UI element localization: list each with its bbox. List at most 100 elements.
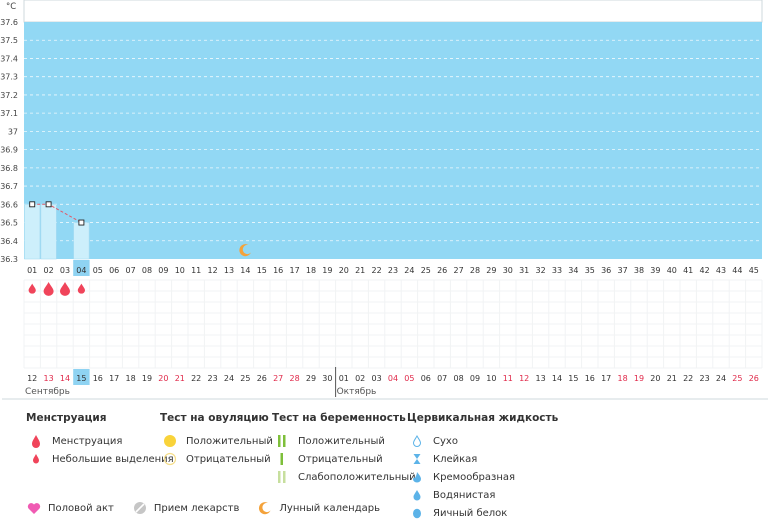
cycle-day-label: 39 (650, 266, 660, 275)
y-tick-label: 36.9 (0, 146, 18, 155)
cycle-day-label: 05 (93, 266, 103, 275)
legend-item-lunar: Лунный календарь (257, 500, 380, 516)
date-label: 28 (290, 374, 300, 383)
cycle-day-label: 45 (749, 266, 759, 275)
date-label: 30 (322, 374, 332, 383)
temperature-bar (73, 222, 90, 260)
menstruation-drop-icon (28, 283, 36, 294)
moon-icon (239, 244, 251, 257)
y-tick-label: 36.8 (0, 164, 18, 173)
cycle-day-label: 30 (503, 266, 513, 275)
date-label: 03 (372, 374, 382, 383)
date-label: 25 (732, 374, 742, 383)
date-label: 23 (700, 374, 710, 383)
cycle-day-label: 13 (224, 266, 234, 275)
y-tick-label: 37 (8, 127, 18, 136)
y-tick-label: 36.5 (0, 219, 18, 228)
cycle-day-label: 10 (175, 266, 185, 275)
cycle-day-label: 14 (240, 266, 250, 275)
legend-title: Цервикальная жидкость (407, 412, 559, 424)
cycle-day-label: 04 (76, 266, 86, 275)
cycle-day-label: 34 (568, 266, 578, 275)
date-label: 15 (76, 374, 86, 383)
cycle-day-label: 29 (486, 266, 496, 275)
date-label: 22 (191, 374, 201, 383)
legend-item-egg-white: Яичный белок (407, 504, 558, 522)
date-label: 18 (126, 374, 136, 383)
date-label: 02 (355, 374, 365, 383)
date-label: 10 (486, 374, 496, 383)
date-label: 04 (388, 374, 398, 383)
y-tick-label: 36.7 (0, 182, 18, 191)
cycle-day-label: 08 (142, 266, 152, 275)
cycle-day-label: 06 (109, 266, 119, 275)
date-label: 19 (634, 374, 644, 383)
date-label: 24 (716, 374, 726, 383)
y-tick-label: 36.6 (0, 200, 18, 209)
cycle-day-label: 44 (732, 266, 742, 275)
y-tick-label: 37.4 (0, 54, 18, 63)
legend-item-pregnancy-positive: Положительный (272, 432, 416, 450)
date-label: 07 (437, 374, 447, 383)
legend-item-sticky: Клейкая (407, 450, 558, 468)
temperature-point (29, 201, 36, 208)
date-label: 06 (421, 374, 431, 383)
date-label: 19 (142, 374, 152, 383)
pill-icon (132, 500, 148, 516)
legend-label: Сухо (433, 435, 458, 447)
bbt-chart: 37.6 37.5 37.4 37.3 37.2 37.1 37 36.9 36.8 36.7 36… (0, 0, 768, 400)
cycle-day-label: 20 (339, 266, 349, 275)
temperature-bar (40, 204, 57, 260)
hourglass-drop-icon (407, 453, 427, 465)
cycle-day-label: 11 (191, 266, 201, 275)
cycle-day-label: 16 (273, 266, 283, 275)
date-label: 16 (93, 374, 103, 383)
cycle-day-label: 27 (454, 266, 464, 275)
cycle-day-label: 36 (601, 266, 611, 275)
date-label: 21 (175, 374, 185, 383)
legend-label: Прием лекарств (153, 502, 240, 514)
single-line-icon (272, 453, 292, 465)
cycle-day-label: 21 (355, 266, 365, 275)
empty-circle-icon (160, 452, 180, 466)
cycle-day-label: 24 (404, 266, 414, 275)
legend-label: Водянистая (433, 489, 496, 501)
date-label: 13 (536, 374, 546, 383)
cycle-day-label: 03 (60, 266, 70, 275)
legend-item-spotting: Небольшие выделения (26, 450, 174, 468)
menstruation-drop-icon (43, 282, 54, 296)
legend-label: Половой акт (48, 502, 114, 514)
faint-double-line-icon (272, 471, 292, 483)
y-tick-label: 37.6 (0, 18, 18, 27)
legend-item-creamy: Кремообразная (407, 468, 558, 486)
legend-pregnancy-test: Тест на беременность Положительный Отриц… (272, 412, 416, 486)
plot-area (24, 22, 762, 259)
date-label: 11 (503, 374, 513, 383)
month-label: Октябрь (337, 387, 377, 397)
date-label: 20 (650, 374, 660, 383)
legend-label: Яичный белок (433, 507, 508, 519)
legend-bottom-row: Половой акт Прием лекарств Лунный календ… (26, 500, 398, 516)
legend-label: Отрицательный (186, 453, 271, 465)
cycle-day-label: 32 (536, 266, 546, 275)
cycle-day-label: 42 (700, 266, 710, 275)
legend-label: Менструация (52, 435, 123, 447)
cycle-day-label: 35 (585, 266, 595, 275)
legend-item-ovulation-negative: Отрицательный (160, 450, 273, 468)
cycle-day-label: 02 (44, 266, 54, 275)
y-tick-label: 37.1 (0, 109, 18, 118)
date-label: 13 (44, 374, 54, 383)
cycle-day-label: 19 (322, 266, 332, 275)
legend-label: Положительный (298, 435, 385, 447)
cycle-day-label: 26 (437, 266, 447, 275)
legend-label: Небольшие выделения (52, 453, 174, 465)
temperature-point (45, 201, 52, 208)
legend-item-watery: Водянистая (407, 486, 558, 504)
y-unit-label: °C (6, 2, 16, 12)
water-drop-icon (407, 489, 427, 501)
date-label: 27 (273, 374, 283, 383)
cycle-day-label: 31 (519, 266, 529, 275)
cycle-day-label: 43 (716, 266, 726, 275)
y-tick-label: 37.3 (0, 73, 18, 82)
date-label: 22 (683, 374, 693, 383)
